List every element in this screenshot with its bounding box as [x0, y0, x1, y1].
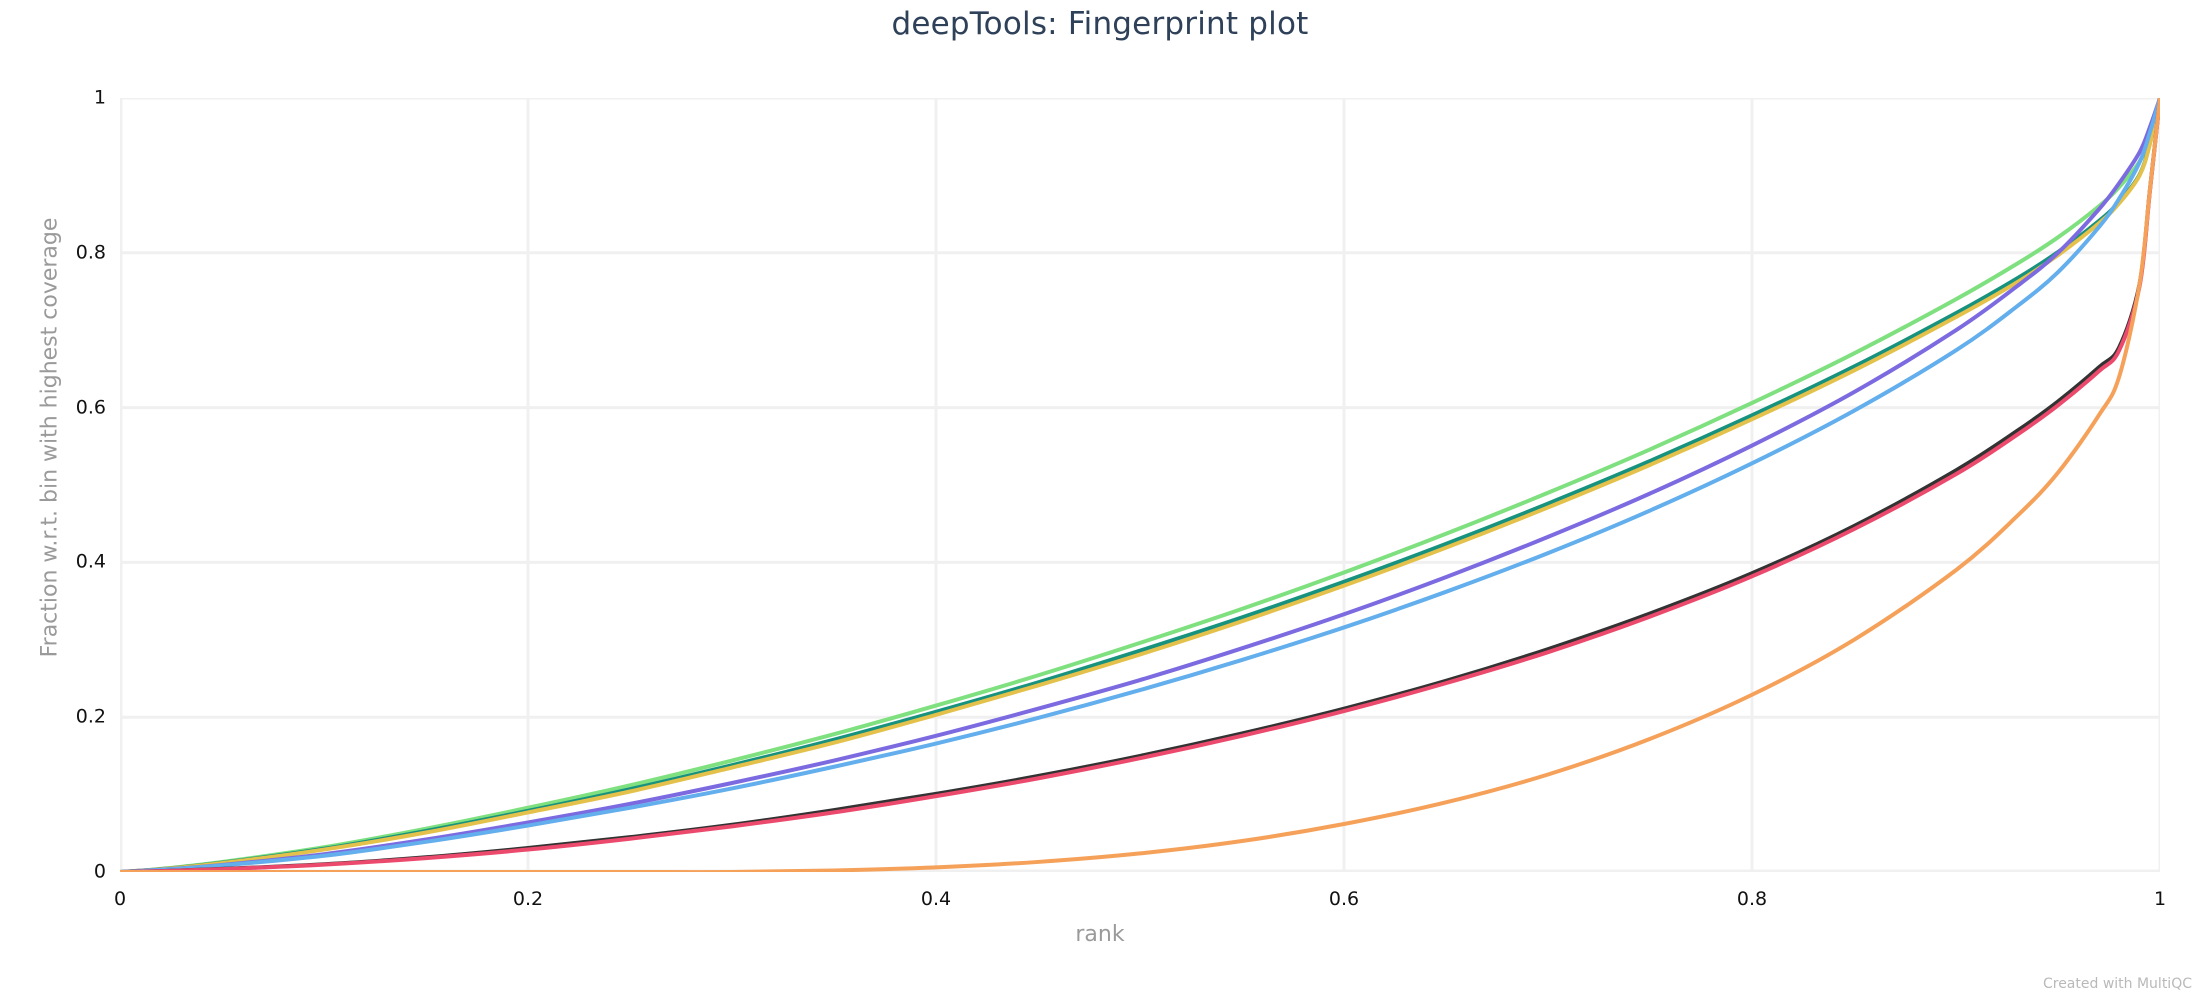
x-tick-label: 0	[113, 888, 127, 910]
series-line-sample-crimson[interactable]	[120, 98, 2160, 872]
multiqc-credit: Created with MultiQC	[2042, 976, 2192, 992]
series-line-sample-light-green[interactable]	[120, 98, 2160, 872]
line-chart-canvas[interactable]	[120, 98, 2160, 872]
grid-lines	[120, 98, 2160, 872]
x-tick-label: 0.6	[1328, 888, 1360, 910]
y-tick-label: 0.6	[75, 396, 106, 419]
series-line-sample-purple[interactable]	[120, 98, 2160, 872]
y-tick-label: 0	[93, 860, 106, 883]
series-lines	[120, 98, 2160, 872]
plot-area[interactable]	[120, 98, 2160, 872]
y-tick-label: 0.2	[75, 705, 106, 728]
series-line-sample-black[interactable]	[120, 98, 2160, 872]
x-tick-label: 0.4	[920, 888, 952, 910]
page-title: deepTools: Fingerprint plot	[891, 6, 1309, 42]
x-tick-label: 1	[2153, 888, 2167, 910]
y-tick-label: 1	[93, 86, 106, 109]
x-tick-label: 0.2	[512, 888, 544, 910]
series-line-sample-light-blue[interactable]	[120, 98, 2160, 872]
y-axis-title: Fraction w.r.t. bin with highest coverag…	[37, 217, 63, 658]
series-line-sample-orange[interactable]	[120, 98, 2160, 872]
x-axis-title: rank	[1075, 922, 1125, 947]
x-tick-label: 0.8	[1736, 888, 1768, 910]
y-tick-label: 0.8	[75, 241, 106, 264]
y-tick-label: 0.4	[75, 550, 106, 573]
